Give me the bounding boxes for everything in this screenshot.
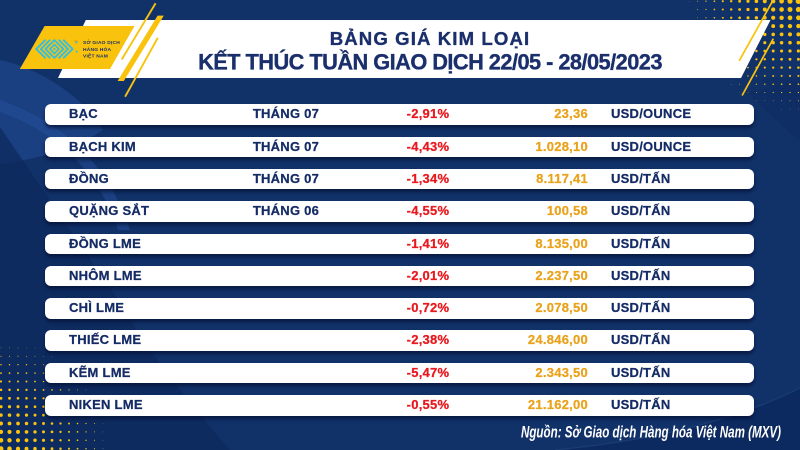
svg-text:SỞ GIAO DỊCH: SỞ GIAO DỊCH: [83, 39, 120, 46]
svg-text:KẾT THÚC TUẦN GIAO DỊCH 22/05: KẾT THÚC TUẦN GIAO DỊCH 22/05 - 28/05/20…: [198, 50, 662, 75]
svg-text:Nguồn: Sở Giao dịch Hàng hóa V: Nguồn: Sở Giao dịch Hàng hóa Việt Nam (M…: [521, 422, 781, 440]
svg-text:HÀNG HÓA: HÀNG HÓA: [83, 45, 111, 53]
svg-text:BẢNG GIÁ KIM LOẠI: BẢNG GIÁ KIM LOẠI: [330, 28, 531, 49]
svg-text:VIỆT NAM: VIỆT NAM: [83, 52, 108, 60]
